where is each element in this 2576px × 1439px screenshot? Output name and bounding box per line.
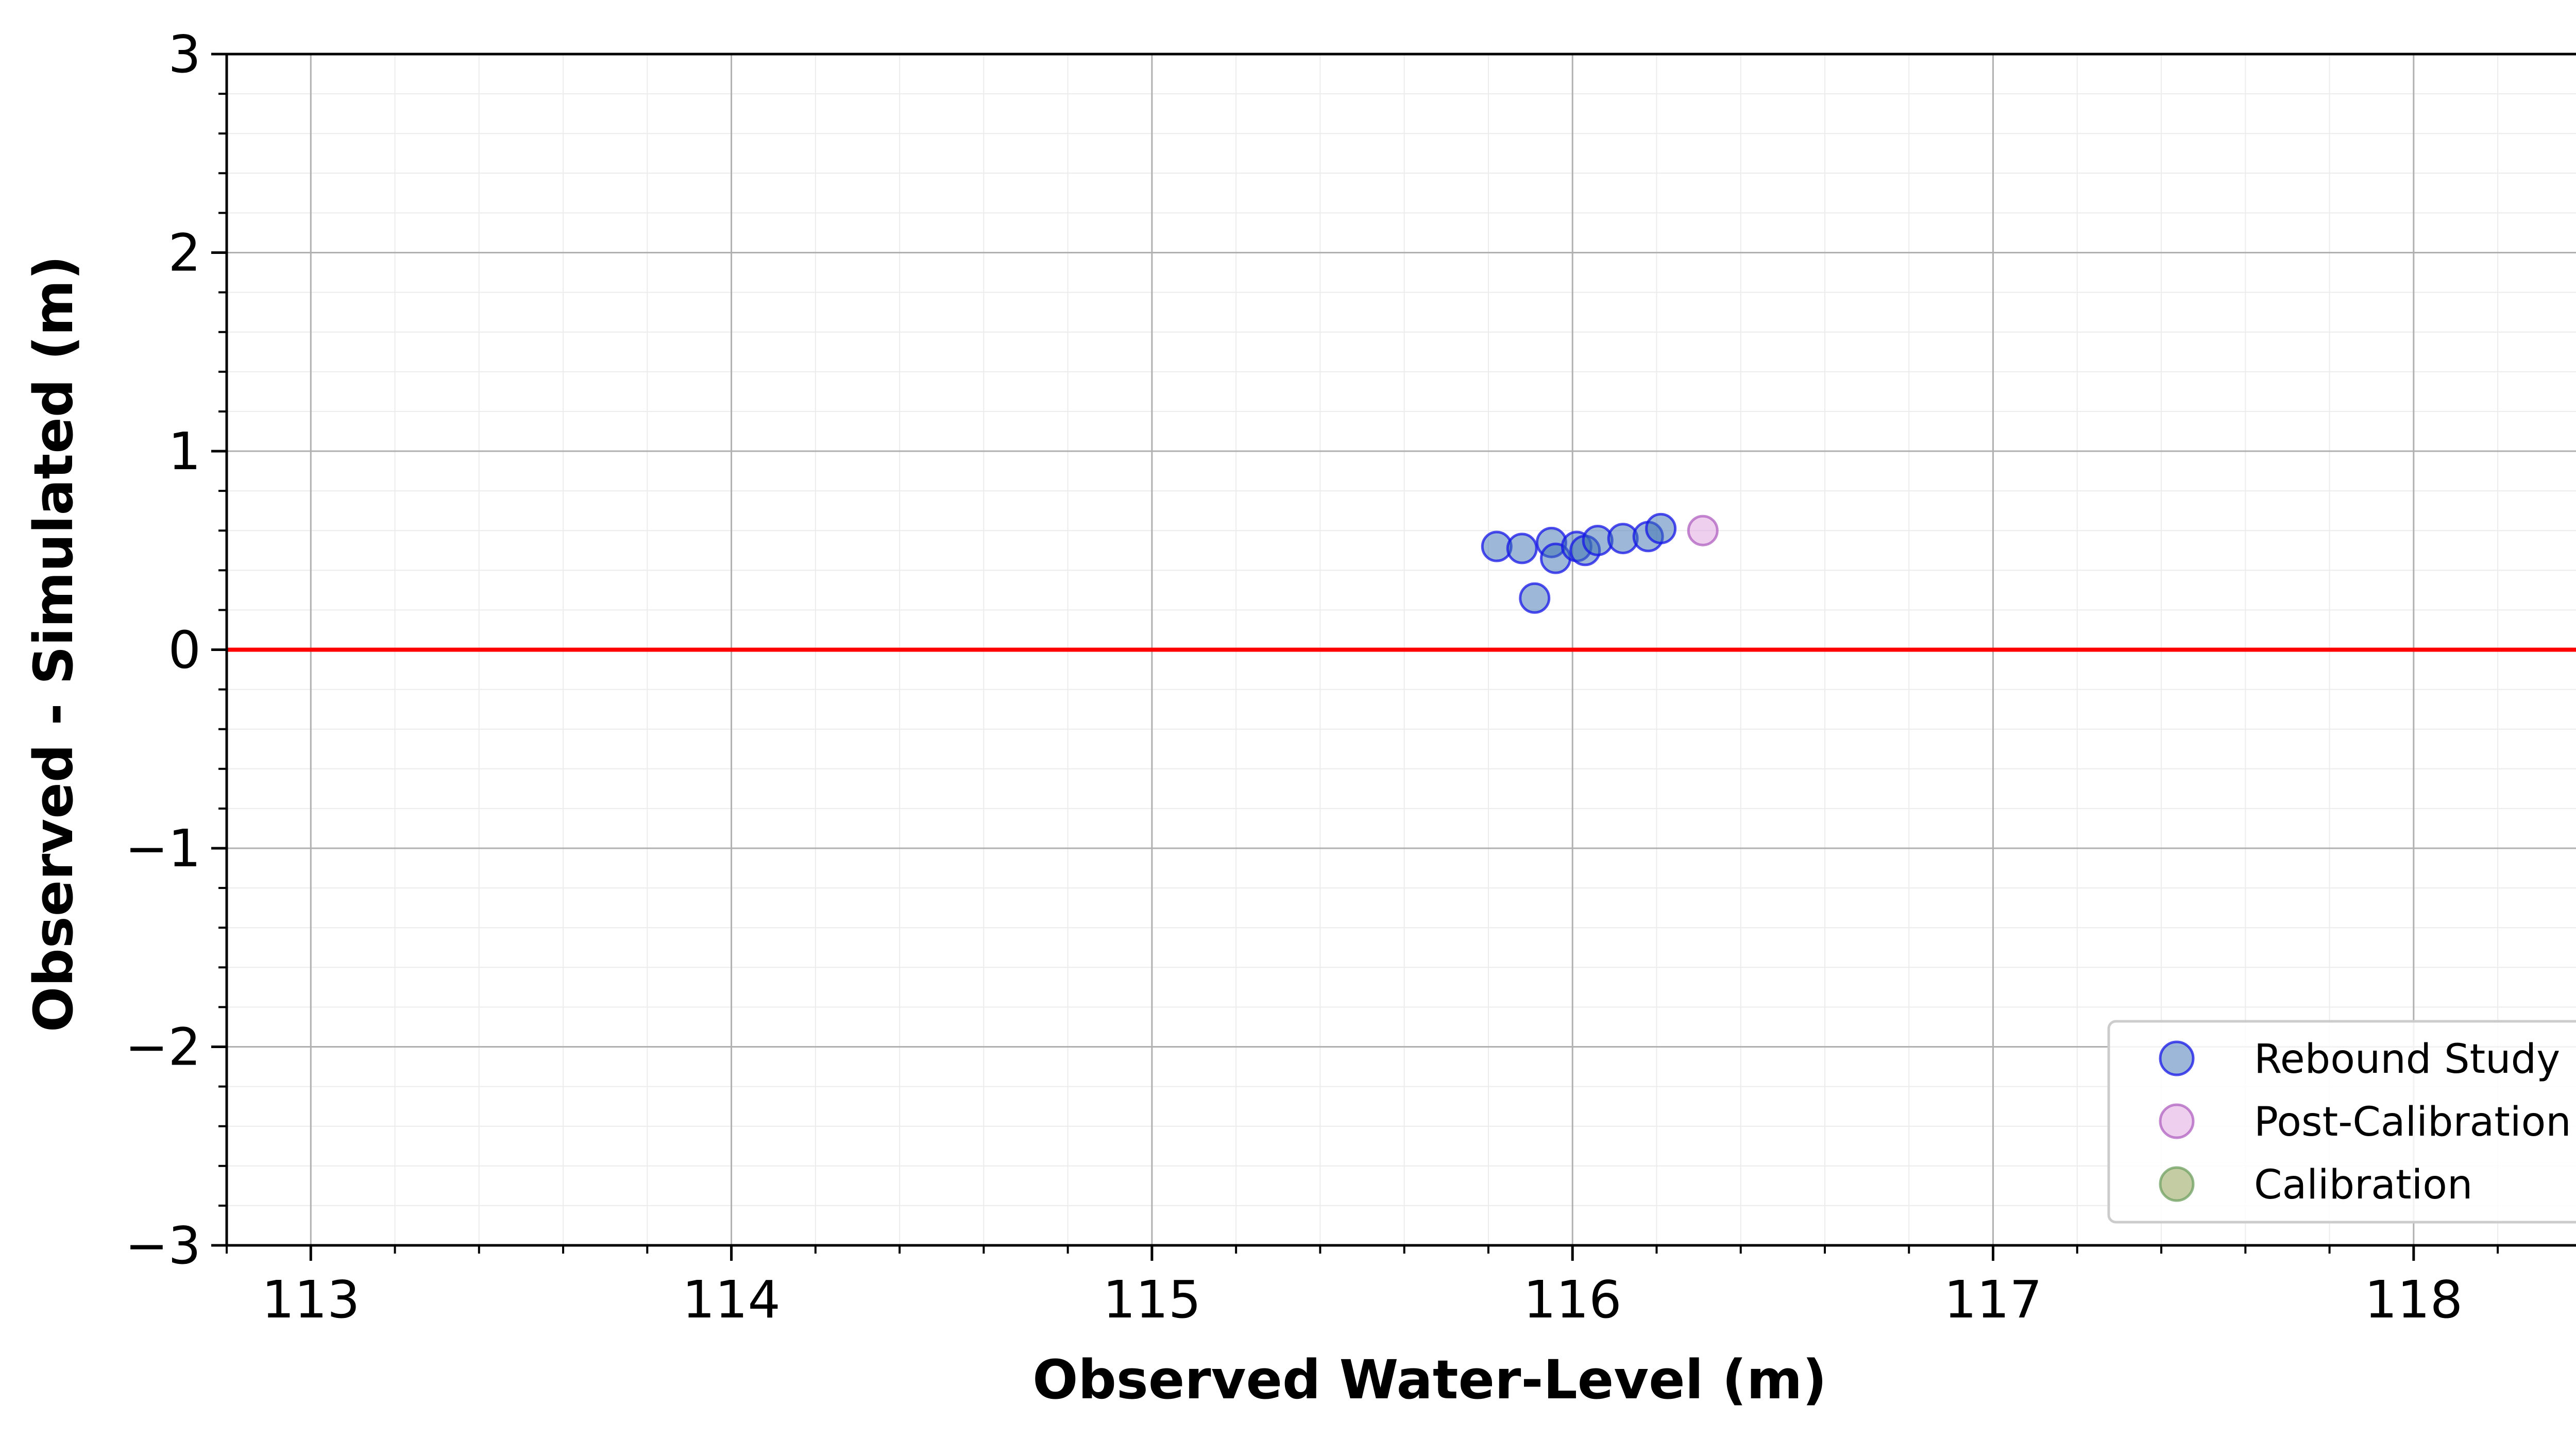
legend-label-calibration: Calibration <box>2254 1162 2472 1208</box>
legend-box <box>2107 1020 2576 1224</box>
data-point-rebound-study <box>1506 533 1538 564</box>
legend-marker-calibration <box>2159 1166 2195 1202</box>
legend-label-post-calibration: Post-Calibration <box>2254 1099 2571 1145</box>
y-tick-label: −1 <box>125 818 201 879</box>
x-tick-label: 114 <box>682 1270 781 1330</box>
axis-ticks <box>211 53 2499 1261</box>
y-axis-label: Observed - Simulated (m) <box>22 255 85 1032</box>
tick-labels: 113 114 115 116 117 118 −3 −2 −1 0 1 2 3 <box>125 24 2463 1330</box>
x-tick-label: 115 <box>1103 1270 1201 1330</box>
y-tick-label: −2 <box>125 1017 201 1077</box>
y-tick-label: −3 <box>125 1215 201 1276</box>
x-axis-label: Observed Water-Level (m) <box>1032 1348 1827 1411</box>
legend-label-rebound-study: Rebound Study <box>2254 1036 2560 1083</box>
legend-marker-rebound-study <box>2159 1040 2195 1076</box>
data-point-post-calibration <box>1687 515 1719 546</box>
legend: Rebound Study Post-Calibration Calibration <box>2107 1020 2576 1224</box>
legend-marker-post-calibration <box>2159 1103 2195 1139</box>
y-tick-label: 2 <box>168 223 201 283</box>
x-tick-label: 117 <box>1944 1270 2042 1330</box>
y-tick-label: 3 <box>168 24 201 84</box>
y-tick-label: 0 <box>168 620 201 680</box>
x-tick-label: 118 <box>2364 1270 2463 1330</box>
data-point-rebound-study <box>1519 582 1551 614</box>
y-tick-label: 1 <box>168 421 201 482</box>
data-point-rebound-study <box>1645 512 1677 544</box>
data-points <box>1481 512 1719 614</box>
x-tick-label: 113 <box>262 1270 360 1330</box>
x-tick-label: 116 <box>1523 1270 1622 1330</box>
